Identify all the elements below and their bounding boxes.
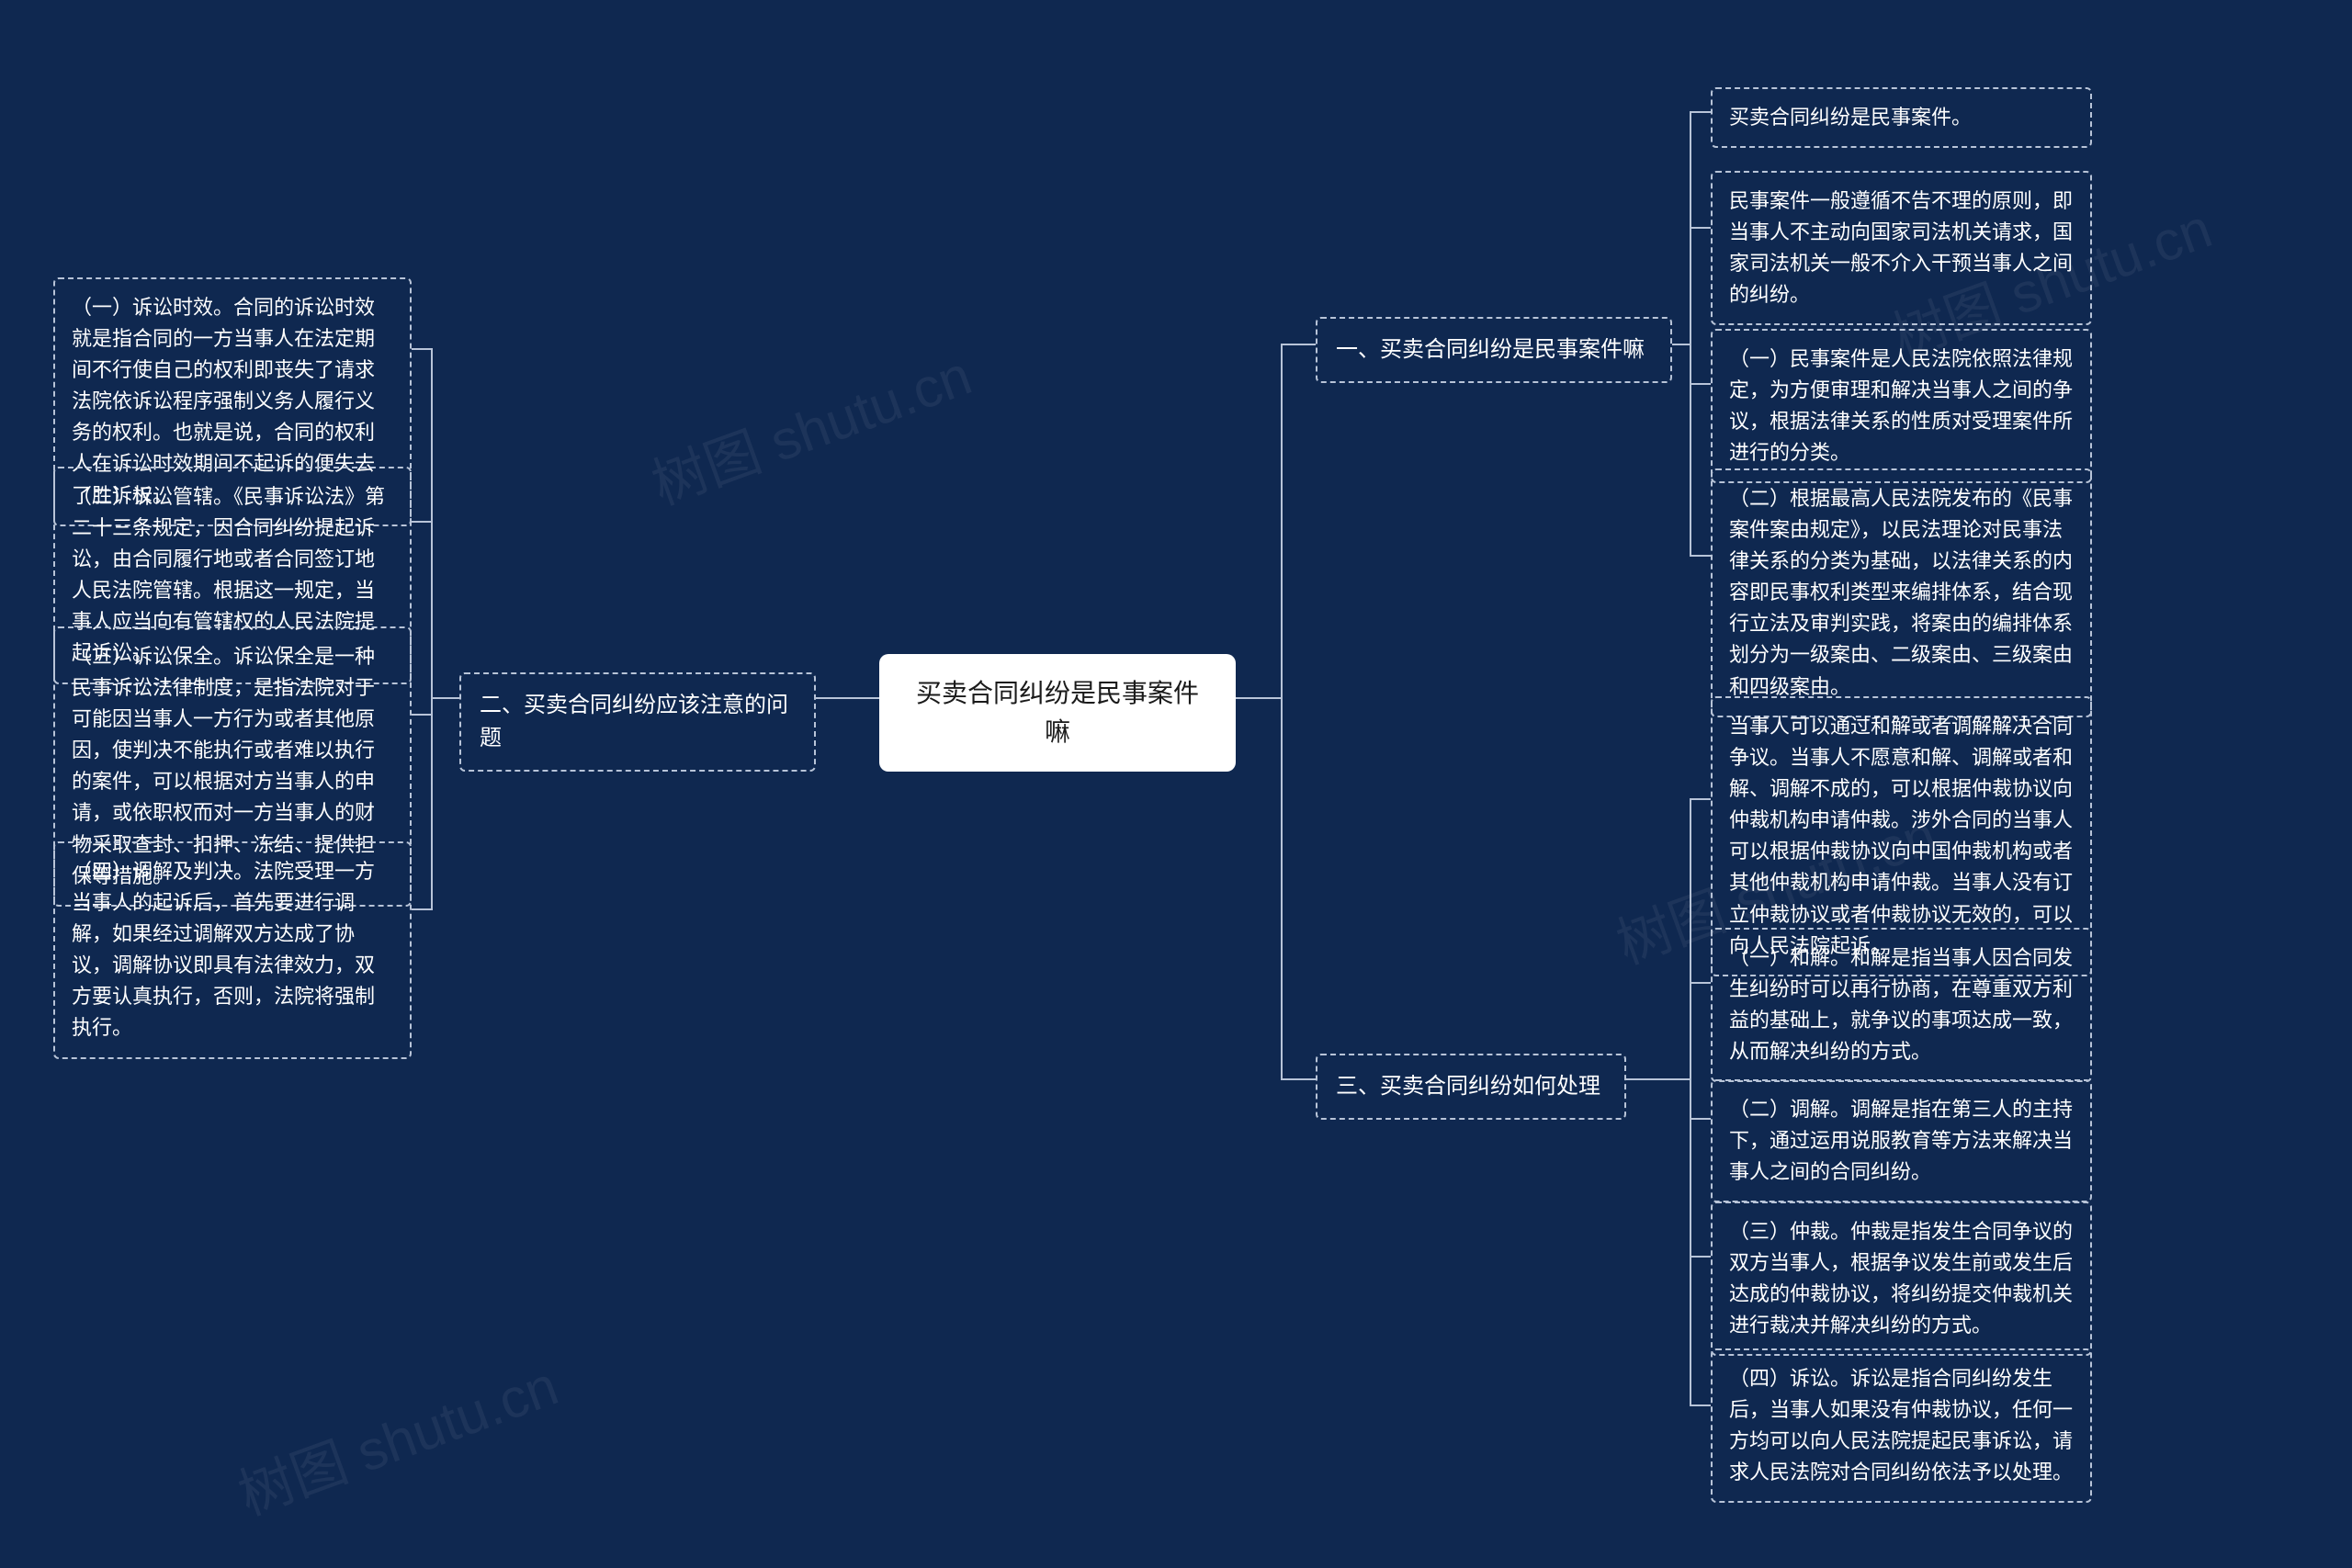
- watermark: 树图 shutu.cn: [226, 1341, 567, 1530]
- leaf-right1-1: 民事案件一般遵循不告不理的原则，即当事人不主动向国家司法机关请求，国家司法机关一…: [1711, 171, 2092, 325]
- mindmap-canvas: 树图 shutu.cn 树图 shutu.cn 树图 shutu.cn 树图 s…: [0, 0, 2352, 1568]
- leaf-right2-4: （四）诉讼。诉讼是指合同纠纷发生后，当事人如果没有仲裁协议，任何一方均可以向人民…: [1711, 1348, 2092, 1503]
- leaf-right2-3: （三）仲裁。仲裁是指发生合同争议的双方当事人，根据争议发生前或发生后达成的仲裁协…: [1711, 1201, 2092, 1356]
- leaf-right1-0: 买卖合同纠纷是民事案件。: [1711, 87, 2092, 148]
- branch-left: 二、买卖合同纠纷应该注意的问题: [459, 672, 816, 772]
- leaf-right1-2: （一）民事案件是人民法院依照法律规定，为方便审理和解决当事人之间的争议，根据法律…: [1711, 329, 2092, 483]
- leaf-left-3: （四）调解及判决。法院受理一方当事人的起诉后，首先要进行调解，如果经过调解双方达…: [53, 841, 412, 1059]
- watermark: 树图 shutu.cn: [639, 331, 980, 520]
- leaf-right1-3: （二）根据最高人民法院发布的《民事案件案由规定》，以民法理论对民事法律关系的分类…: [1711, 468, 2092, 717]
- branch-right-2: 三、买卖合同纠纷如何处理: [1316, 1054, 1626, 1120]
- center-node: 买卖合同纠纷是民事案件嘛: [879, 654, 1236, 772]
- leaf-right2-2: （二）调解。调解是指在第三人的主持下，通过运用说服教育等方法来解决当事人之间的合…: [1711, 1079, 2092, 1202]
- branch-right-1: 一、买卖合同纠纷是民事案件嘛: [1316, 317, 1672, 383]
- leaf-right2-1: （一）和解。和解是指当事人因合同发生纠纷时可以再行协商，在尊重双方利益的基础上，…: [1711, 928, 2092, 1082]
